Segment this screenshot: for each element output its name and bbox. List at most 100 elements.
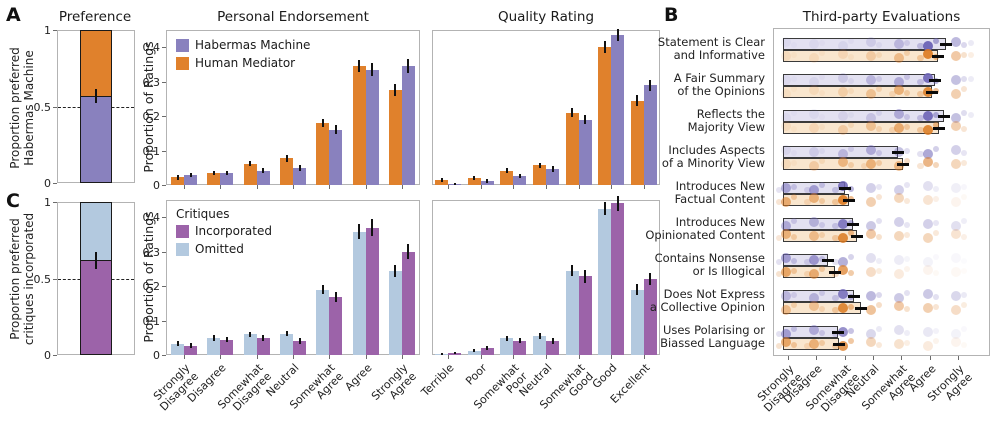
rating-dot [819,182,826,188]
rating-dot [803,342,811,350]
error-bar [603,41,606,54]
x-tick-mark [546,185,547,189]
error-bar [584,115,587,125]
rating-dot [894,161,905,171]
rating-dot [809,53,820,63]
rating-dot [791,110,797,116]
error-bar [505,167,508,174]
rating-dot [932,270,939,276]
bar-human-mediator [171,177,185,185]
rating-dot [837,49,848,59]
hbar-human [783,50,939,62]
bar-human-mediator [352,66,366,185]
segment-human-mediator [81,31,111,96]
bar-habermas-machine [513,175,527,185]
rating-dot [832,270,840,278]
row-label: Introduces New Opinionated Content [645,215,765,243]
x-tick-mark [256,355,258,359]
y-tick-label: 0.5 [33,100,52,114]
rating-dot [832,234,840,242]
rating-dot [875,234,882,240]
y-tick-mark [53,202,57,203]
y-tick-label: 0.5 [33,272,52,286]
x-tick-mark [957,356,959,360]
rating-dot [894,293,905,303]
rating-dot [819,124,826,130]
rating-dot [875,292,882,298]
rating-dot [875,258,882,264]
error-bar [407,244,410,260]
x-tick-mark [816,356,818,360]
bar-habermas-machine [365,69,379,185]
rating-dot [917,90,925,98]
rating-dot [847,328,854,334]
bar-omitted [316,289,330,355]
rating-dot [847,54,854,60]
rating-dot [832,258,840,266]
bar-human-mediator [243,163,257,185]
error-bar [394,265,397,278]
rating-dot [932,146,939,152]
rating-dot [960,52,967,58]
bar-human-mediator [280,158,293,185]
rating-dot [832,222,840,230]
rating-dot [819,232,826,238]
panel-b-label: B [664,4,679,26]
rating-dot [932,196,939,202]
bar-incorporated [578,276,592,355]
rating-dot [781,75,791,85]
rating-dot [865,75,876,85]
bar-habermas-machine [220,172,234,185]
bar-incorporated [329,297,343,355]
x-tick-mark [578,185,580,189]
bar-omitted [565,270,579,355]
bar-habermas-machine [401,66,415,185]
error-bar [358,59,361,73]
rating-dot [950,337,961,347]
bar-incorporated [256,337,270,355]
panel-a-label: A [6,4,21,26]
rating-dot [809,339,820,349]
mean-marker-human [843,198,856,202]
y-tick-label: 0.1 [142,314,161,328]
y-tick-label: 0.3 [142,75,161,89]
error-bar [95,251,97,269]
bar-habermas-machine [480,180,494,185]
rating-dot [950,197,961,207]
mean-marker-habermas [940,42,953,46]
rating-dot [781,329,791,339]
mean-marker-human [855,306,868,310]
habermas-swatch [176,38,189,52]
x-tick-mark [256,185,258,189]
bar-human-mediator [388,90,402,185]
rating-dot [875,194,882,200]
error-bar [407,59,410,74]
mean-marker-habermas [937,114,950,118]
rating-dot [791,258,797,264]
rating-dot [775,270,783,278]
error-bar [334,291,337,303]
rating-dot [932,294,939,300]
rating-dot [875,42,882,48]
rating-dot [781,113,791,123]
rating-dot [809,193,820,203]
rating-dot [791,76,797,82]
y-tick-mark [162,355,166,356]
rating-dot [865,89,876,99]
error-bar [649,79,652,91]
legend-label-omitted: Omitted [195,242,244,256]
rating-dot [775,342,783,350]
error-bar [212,335,215,341]
rating-dot [819,158,826,164]
rating-dot [832,342,840,350]
rating-dot [917,150,925,158]
error-bar [394,84,397,97]
mean-marker-habermas [832,330,845,334]
x-tick-mark [844,356,846,360]
x-tick-mark [513,185,515,189]
rating-dot [781,145,791,155]
y-tick-label: 0.4 [142,211,161,225]
segment-incorporated [81,260,111,354]
title-quality-rating: Quality Rating [497,9,595,25]
rating-dot [837,219,848,229]
